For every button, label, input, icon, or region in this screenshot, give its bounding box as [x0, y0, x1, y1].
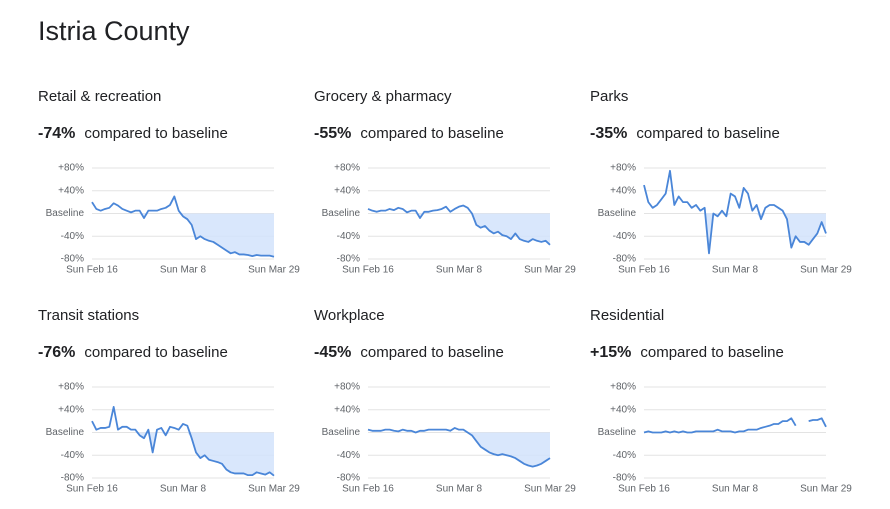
x-tick-label: Sun Mar 8	[436, 484, 483, 495]
trend-line	[91, 406, 275, 477]
x-tick-label: Sun Mar 8	[712, 265, 759, 276]
y-tick-label: Baseline	[46, 208, 85, 219]
x-tick-label: Sun Mar 29	[524, 265, 576, 276]
y-tick-label: +40%	[58, 404, 84, 415]
trend-line	[643, 417, 797, 434]
headline: -74%	[38, 125, 75, 142]
chart-title: Retail & recreation	[38, 88, 161, 105]
chart-title: Residential	[590, 307, 664, 324]
y-tick-label: +40%	[334, 185, 360, 196]
x-tick-label: Sun Feb 16	[342, 484, 394, 495]
x-tick-label: Sun Mar 29	[800, 484, 852, 495]
y-tick-label: +80%	[610, 382, 636, 393]
x-tick-label: Sun Mar 8	[436, 265, 483, 276]
headline-subtitle: compared to baseline	[84, 125, 227, 142]
y-tick-label: +40%	[58, 185, 84, 196]
trend-line	[808, 417, 827, 428]
x-tick-label: Sun Mar 8	[160, 265, 207, 276]
y-tick-label: -80%	[613, 254, 636, 265]
y-tick-label: -80%	[61, 473, 84, 484]
headline: -55%	[314, 125, 351, 142]
x-tick-label: Sun Feb 16	[66, 265, 118, 276]
y-tick-label: -40%	[61, 450, 84, 461]
x-tick-label: Sun Feb 16	[618, 265, 670, 276]
x-tick-label: Sun Mar 8	[712, 484, 759, 495]
chart-title: Transit stations	[38, 307, 139, 324]
headline-subtitle: compared to baseline	[360, 125, 503, 142]
headline: +15%	[590, 344, 631, 361]
y-tick-label: Baseline	[46, 427, 85, 438]
x-tick-label: Sun Feb 16	[618, 484, 670, 495]
trend-line	[367, 427, 551, 468]
baseline-shade	[368, 432, 550, 467]
x-tick-label: Sun Feb 16	[66, 484, 118, 495]
baseline-shade	[92, 213, 274, 257]
y-tick-label: -80%	[61, 254, 84, 265]
y-tick-label: -40%	[337, 450, 360, 461]
chart-title: Grocery & pharmacy	[314, 88, 452, 105]
x-tick-label: Sun Mar 29	[800, 265, 852, 276]
y-tick-label: -80%	[337, 254, 360, 265]
y-tick-label: -40%	[337, 231, 360, 242]
headline-subtitle: compared to baseline	[636, 125, 779, 142]
x-tick-label: Sun Feb 16	[342, 265, 394, 276]
y-tick-label: +80%	[334, 163, 360, 174]
y-tick-label: Baseline	[322, 427, 361, 438]
x-tick-label: Sun Mar 29	[248, 265, 300, 276]
y-tick-label: -40%	[613, 231, 636, 242]
headline: -35%	[590, 125, 627, 142]
y-tick-label: Baseline	[598, 208, 637, 219]
y-tick-label: +80%	[334, 382, 360, 393]
y-tick-label: -40%	[613, 450, 636, 461]
trend-line	[643, 169, 827, 255]
y-tick-label: Baseline	[598, 427, 637, 438]
x-tick-label: Sun Mar 29	[248, 484, 300, 495]
y-tick-label: +80%	[610, 163, 636, 174]
y-tick-label: +80%	[58, 163, 84, 174]
baseline-shade	[92, 432, 274, 476]
headline: -45%	[314, 344, 351, 361]
x-tick-label: Sun Mar 29	[524, 484, 576, 495]
headline-subtitle: compared to baseline	[360, 344, 503, 361]
y-tick-label: +40%	[334, 404, 360, 415]
headline-subtitle: compared to baseline	[84, 344, 227, 361]
headline-subtitle: compared to baseline	[640, 344, 783, 361]
y-tick-label: +40%	[610, 185, 636, 196]
chart-title: Workplace	[314, 307, 385, 324]
baseline-shade	[644, 213, 826, 254]
trend-line	[367, 204, 551, 246]
page-title: Istria County	[38, 16, 190, 46]
baseline-shade	[368, 213, 550, 245]
y-tick-label: +40%	[610, 404, 636, 415]
y-tick-label: -40%	[61, 231, 84, 242]
y-tick-label: +80%	[58, 382, 84, 393]
chart-title: Parks	[590, 88, 628, 105]
y-tick-label: Baseline	[322, 208, 361, 219]
y-tick-label: -80%	[337, 473, 360, 484]
y-tick-label: -80%	[613, 473, 636, 484]
headline: -76%	[38, 344, 75, 361]
trend-line	[91, 195, 275, 258]
x-tick-label: Sun Mar 8	[160, 484, 207, 495]
